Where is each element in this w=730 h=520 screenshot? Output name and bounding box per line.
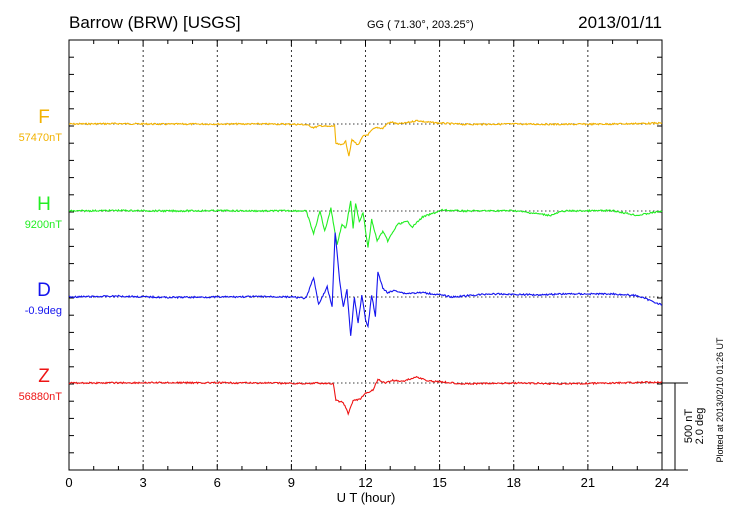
scale-label: 500 nT 2.0 deg xyxy=(683,408,706,445)
x-axis-label: U T (hour) xyxy=(337,490,396,505)
scale-nt-label: 500 nT xyxy=(683,409,695,444)
x-tick-label: 3 xyxy=(140,475,147,490)
trace-h xyxy=(68,200,663,248)
trace-f xyxy=(68,119,663,157)
station-coordinates: GG ( 71.30°, 203.25°) xyxy=(367,19,474,31)
baseline-value-d: -0.9deg xyxy=(25,305,62,317)
x-tick-label: 15 xyxy=(432,475,446,490)
component-label-h: H xyxy=(37,194,51,215)
plot-axes: 0 3 6 9 12 15 18 21 24 xyxy=(65,39,688,490)
trace-d xyxy=(68,232,663,336)
x-tick-label: 6 xyxy=(214,475,221,490)
baseline-value-h: 9200nT xyxy=(25,219,63,231)
x-tick-label: 24 xyxy=(655,475,669,490)
trace-z xyxy=(68,375,663,416)
x-tick-label: 21 xyxy=(581,475,595,490)
x-tick-label: 0 xyxy=(65,475,72,490)
scale-deg-label: 2.0 deg xyxy=(694,408,706,445)
traces xyxy=(68,119,663,416)
component-label-f: F xyxy=(38,107,50,128)
x-tick-label: 12 xyxy=(358,475,372,490)
component-label-d: D xyxy=(37,280,51,301)
component-labels: F 57470nT H 9200nT D -0.9deg Z 56880nT xyxy=(19,107,63,403)
x-tick-label: 18 xyxy=(507,475,521,490)
chart-title: Barrow (BRW) [USGS] xyxy=(69,13,241,32)
component-label-z: Z xyxy=(38,366,50,387)
baseline-value-z: 56880nT xyxy=(19,391,63,403)
baseline-value-f: 57470nT xyxy=(19,132,63,144)
chart-date: 2013/01/11 xyxy=(578,13,662,32)
x-tick-label: 9 xyxy=(288,475,295,490)
plotted-timestamp: Plotted at 2013/02/10 01:26 UT xyxy=(715,337,725,463)
